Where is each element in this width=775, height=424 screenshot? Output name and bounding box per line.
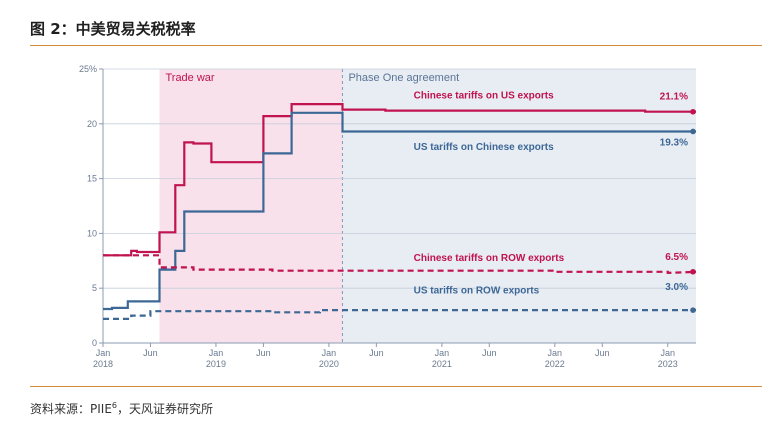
title-underline xyxy=(30,45,762,46)
x-tick-label: Jun xyxy=(482,348,497,358)
source-divider xyxy=(30,386,762,387)
x-tick-year: 2018 xyxy=(93,359,113,369)
source-suffix: ，天风证券研究所 xyxy=(117,402,214,416)
source-note: 资料来源：PIIE6，天风证券研究所 xyxy=(30,400,213,417)
x-tick-label: Jun xyxy=(369,348,384,358)
x-tick-label: Jan xyxy=(435,348,450,358)
y-tick-label: 10 xyxy=(87,228,97,238)
series-name-label-1: Chinese tariffs on US exports xyxy=(414,91,554,102)
x-tick-label: Jun xyxy=(143,348,158,358)
series-name-label-3: Chinese tariffs on ROW exports xyxy=(414,253,565,264)
period-band-2 xyxy=(342,69,696,343)
x-tick-label: Jan xyxy=(96,348,111,358)
figure-title: 图 2：中美贸易关税税率 xyxy=(30,20,196,38)
series-end-label-2: 19.3% xyxy=(660,137,688,148)
x-tick-label: Jan xyxy=(548,348,563,358)
period-band-1 xyxy=(159,69,343,343)
series-end-dot-4 xyxy=(690,307,696,313)
series-name-label-4: US tariffs on ROW exports xyxy=(414,286,540,297)
x-tick-year: 2022 xyxy=(545,359,565,369)
series-line-1 xyxy=(103,102,696,257)
x-tick-label: Jun xyxy=(256,348,271,358)
x-tick-year: 2021 xyxy=(432,359,452,369)
series-end-dot-3 xyxy=(690,268,696,275)
y-tick-label: 25% xyxy=(79,64,97,74)
series-end-dot-2 xyxy=(690,128,696,135)
period-label-2: Phase One agreement xyxy=(348,72,459,84)
x-tick-label: Jan xyxy=(209,348,224,358)
x-tick-label: Jan xyxy=(661,348,676,358)
x-tick-year: 2020 xyxy=(319,359,339,369)
series-end-label-4: 3.0% xyxy=(665,282,688,293)
y-tick-label: 15 xyxy=(87,174,97,184)
x-tick-label: Jan xyxy=(322,348,337,358)
series-line-4 xyxy=(103,309,696,320)
source-prefix: 资料来源：PIIE xyxy=(30,402,112,416)
y-tick-label: 20 xyxy=(87,119,97,129)
y-tick-label: 0 xyxy=(92,338,97,348)
y-tick-label: 5 xyxy=(92,283,97,293)
series-name-label-2: US tariffs on Chinese exports xyxy=(414,142,554,153)
x-tick-label: Jun xyxy=(595,348,610,358)
series-line-3 xyxy=(103,254,697,275)
series-end-dot-1 xyxy=(690,108,696,115)
series-line-2 xyxy=(103,111,696,311)
period-label-1: Trade war xyxy=(165,72,214,84)
series-end-label-3: 6.5% xyxy=(665,252,688,263)
x-tick-year: 2023 xyxy=(658,359,678,369)
series-end-label-1: 21.1% xyxy=(660,92,688,103)
x-tick-year: 2019 xyxy=(206,359,226,369)
source-footnote: 6 xyxy=(111,401,117,410)
